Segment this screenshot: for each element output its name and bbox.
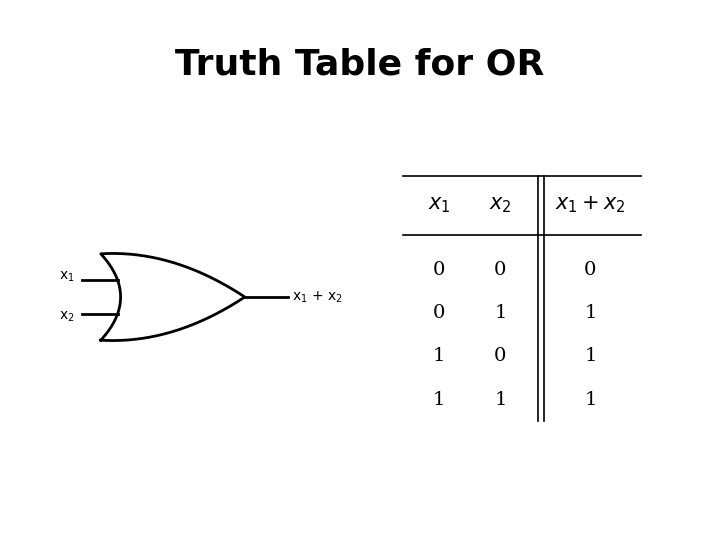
Text: Truth Table for OR: Truth Table for OR [175, 48, 545, 82]
Text: $x_1$: $x_1$ [428, 195, 451, 215]
Text: x$_1$ + x$_2$: x$_1$ + x$_2$ [292, 289, 343, 305]
Text: 0: 0 [584, 261, 597, 279]
Text: 1: 1 [584, 304, 597, 322]
Text: 0: 0 [433, 261, 446, 279]
Text: 1: 1 [494, 390, 507, 409]
Text: 1: 1 [433, 390, 446, 409]
Text: x$_1$: x$_1$ [59, 270, 74, 284]
Text: 0: 0 [433, 304, 446, 322]
Text: 0: 0 [494, 347, 507, 366]
Text: $x_1 + x_2$: $x_1 + x_2$ [555, 195, 626, 215]
Text: 1: 1 [433, 347, 446, 366]
Text: x$_2$: x$_2$ [59, 310, 74, 324]
Text: 0: 0 [494, 261, 507, 279]
Text: 1: 1 [584, 390, 597, 409]
Text: 1: 1 [584, 347, 597, 366]
Text: 1: 1 [494, 304, 507, 322]
Text: $x_2$: $x_2$ [489, 195, 512, 215]
